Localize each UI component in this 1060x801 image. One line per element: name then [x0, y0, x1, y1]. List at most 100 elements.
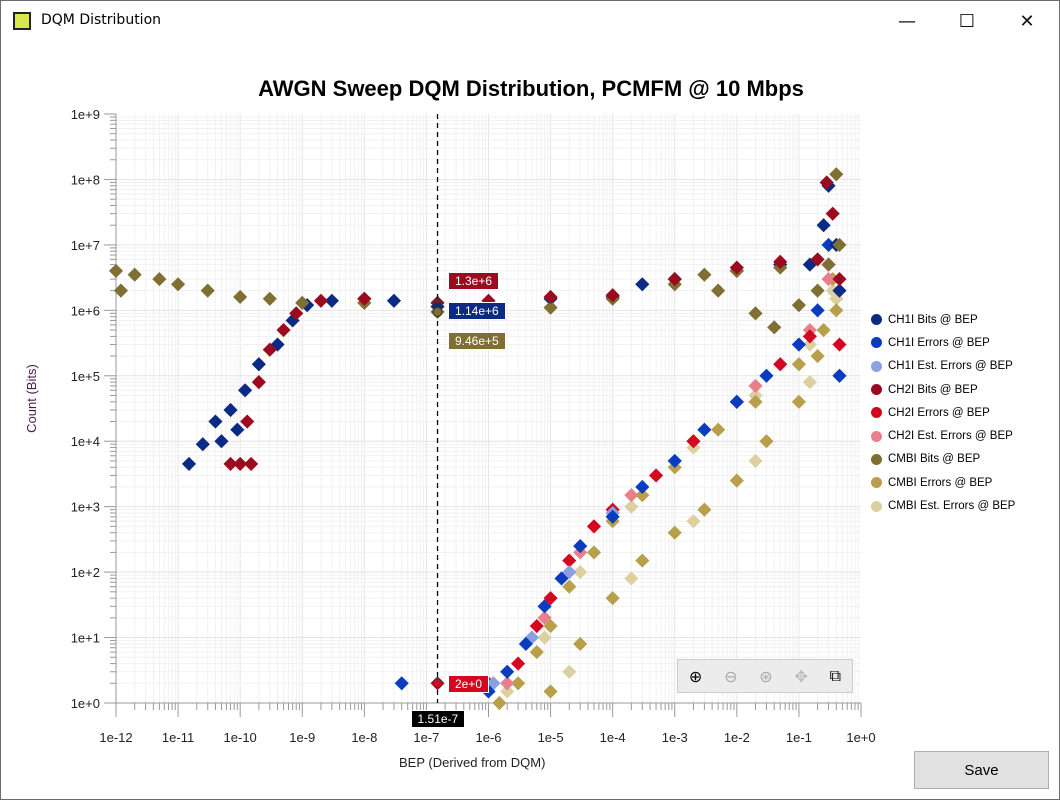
crosshair-marker: [432, 678, 443, 689]
crosshair-marker: [432, 306, 443, 317]
zoom-reset-icon[interactable]: ⊛: [759, 666, 773, 686]
data-point: [357, 291, 372, 306]
legend-item[interactable]: CH1I Errors @ BEP: [871, 331, 1015, 354]
legend-marker: [871, 430, 882, 442]
data-point: [543, 618, 558, 634]
data-point: [810, 349, 825, 364]
data-point: [500, 676, 515, 691]
data-point: [711, 422, 726, 437]
data-point: [262, 342, 277, 357]
save-button[interactable]: Save: [914, 751, 1049, 789]
maximize-button[interactable]: ☐: [958, 10, 976, 32]
data-point: [832, 272, 847, 287]
legend: CH1I Bits @ BEP CH1I Errors @ BEP CH1I Est…: [871, 308, 1015, 518]
data-point: [829, 167, 844, 182]
data-point: [543, 684, 558, 699]
crosshair-value-label: 2e+0: [448, 675, 490, 693]
y-tick-label: 1e+6: [71, 303, 100, 318]
data-point: [537, 610, 552, 625]
data-point: [605, 288, 620, 303]
data-point: [529, 618, 544, 634]
x-tick-label: 1e-3: [662, 730, 688, 745]
y-tick-label: 1e+9: [71, 107, 100, 122]
data-point: [251, 357, 266, 372]
data-point: [825, 206, 840, 221]
data-point: [113, 283, 128, 298]
data-point: [729, 394, 744, 409]
legend-item[interactable]: CH1I Est. Errors @ BEP: [871, 355, 1015, 378]
data-point: [537, 599, 552, 614]
legend-item[interactable]: CH2I Bits @ BEP: [871, 378, 1015, 401]
data-point: [586, 545, 602, 560]
data-point: [748, 378, 763, 393]
crosshair-x-label: 1.51e-7: [410, 710, 466, 728]
legend-marker: [871, 407, 882, 419]
data-point: [759, 434, 774, 449]
y-axis-label: Count (Bits): [23, 364, 39, 433]
data-point: [244, 456, 259, 471]
data-point: [230, 422, 245, 437]
zoom-in-icon[interactable]: ⊕: [688, 666, 703, 686]
data-point: [586, 519, 602, 534]
data-point: [624, 499, 639, 514]
legend-item[interactable]: CH1I Bits @ BEP: [871, 308, 1015, 331]
data-point: [832, 368, 847, 383]
data-point: [492, 695, 507, 711]
minimize-button[interactable]: —: [898, 10, 916, 32]
data-point: [697, 422, 712, 437]
data-point: [500, 664, 515, 679]
legend-item[interactable]: CH2I Est. Errors @ BEP: [871, 424, 1015, 447]
data-point: [711, 283, 726, 298]
x-tick-label: 1e-8: [351, 730, 377, 745]
y-tick-label: 1e+0: [71, 696, 100, 711]
data-point: [802, 337, 817, 352]
data-point: [748, 306, 763, 321]
data-point: [127, 267, 142, 282]
data-point: [697, 267, 712, 282]
close-button[interactable]: ✕: [1019, 10, 1035, 32]
data-point: [386, 293, 402, 308]
legend-item[interactable]: CMBI Errors @ BEP: [871, 471, 1015, 494]
data-point: [543, 300, 558, 315]
data-point: [667, 272, 682, 287]
data-point: [573, 565, 588, 580]
x-tick-label: 1e-9: [289, 730, 315, 745]
window-title: DQM Distribution: [41, 12, 162, 28]
data-point: [276, 322, 291, 338]
data-point: [251, 375, 266, 390]
data-point: [313, 293, 329, 308]
data-point: [819, 175, 834, 190]
legend-item[interactable]: CH2I Errors @ BEP: [871, 401, 1015, 424]
data-point: [791, 394, 806, 409]
data-point: [394, 676, 409, 691]
crosshair-value-label: 1.3e+6: [448, 272, 500, 290]
x-tick-label: 1e-4: [600, 730, 626, 745]
y-tick-label: 1e+1: [71, 631, 100, 646]
zoom-out-icon[interactable]: ⊖: [724, 666, 738, 686]
data-point: [624, 488, 639, 503]
crosshair-value-label: 1.14e+6: [448, 302, 506, 320]
data-point: [529, 645, 544, 660]
data-point: [562, 553, 577, 568]
data-point: [773, 357, 788, 372]
pan-icon[interactable]: ✥: [794, 666, 808, 686]
legend-item[interactable]: CMBI Est. Errors @ BEP: [871, 494, 1015, 517]
data-point: [773, 254, 788, 269]
data-point: [821, 257, 836, 272]
legend-label: CH1I Est. Errors @ BEP: [888, 360, 1013, 373]
data-point: [543, 289, 558, 305]
data-point: [635, 488, 650, 503]
data-point: [511, 656, 526, 671]
legend-label: CH1I Errors @ BEP: [888, 336, 990, 349]
legend-item[interactable]: CMBI Bits @ BEP: [871, 448, 1015, 471]
legend-marker: [871, 337, 882, 349]
data-point: [208, 414, 223, 429]
x-tick-label: 1e-5: [538, 730, 564, 745]
y-tick-label: 1e+3: [71, 500, 100, 515]
data-point: [729, 473, 744, 488]
legend-marker: [871, 500, 882, 512]
y-tick-label: 1e+5: [71, 369, 100, 384]
legend-marker: [871, 477, 882, 489]
zoom-box-icon[interactable]: ⧉: [829, 666, 842, 685]
